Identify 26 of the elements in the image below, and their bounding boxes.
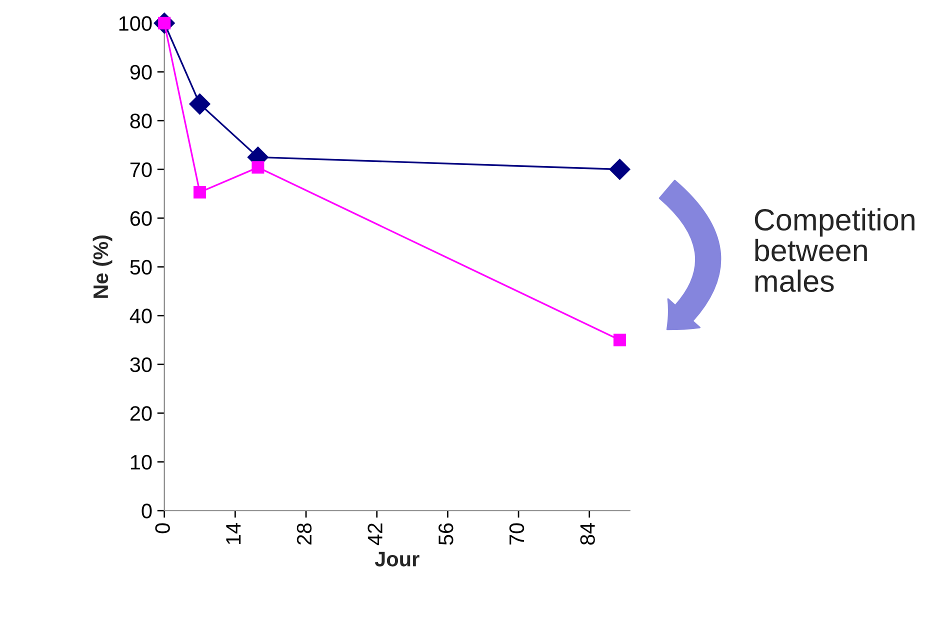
point [613,334,626,346]
y-tick-label: 40 [130,308,152,324]
x-tick-label: 56 [438,523,454,545]
x-axis-title: Jour [374,552,420,566]
x-tick-label: 42 [368,523,382,546]
y-tick-label: 30 [130,357,152,372]
text: Competition between males [754,208,914,292]
point [609,158,630,180]
x-tick-label: 14 [226,523,241,544]
y-tick-label: 70 [130,162,152,178]
y-tick-label: 100 [119,16,152,31]
point [189,94,210,115]
y-tick-label: 80 [130,114,152,128]
x-tick-label: 0 [155,523,170,534]
y-tick-label: 20 [130,406,152,421]
y-tick-label: 60 [130,211,152,226]
point [194,186,206,199]
y-tick-label: 10 [130,454,152,470]
x-tick-label: 84 [580,523,595,545]
y-tick-label: 90 [130,64,152,80]
y-axis-title: Ne (%) [92,236,112,298]
y-tick-label: 50 [130,260,152,275]
x-tick-label: 28 [296,523,312,545]
y-tick-label: 0 [142,504,152,518]
x-tick-label: 70 [509,523,524,545]
point [252,161,264,174]
